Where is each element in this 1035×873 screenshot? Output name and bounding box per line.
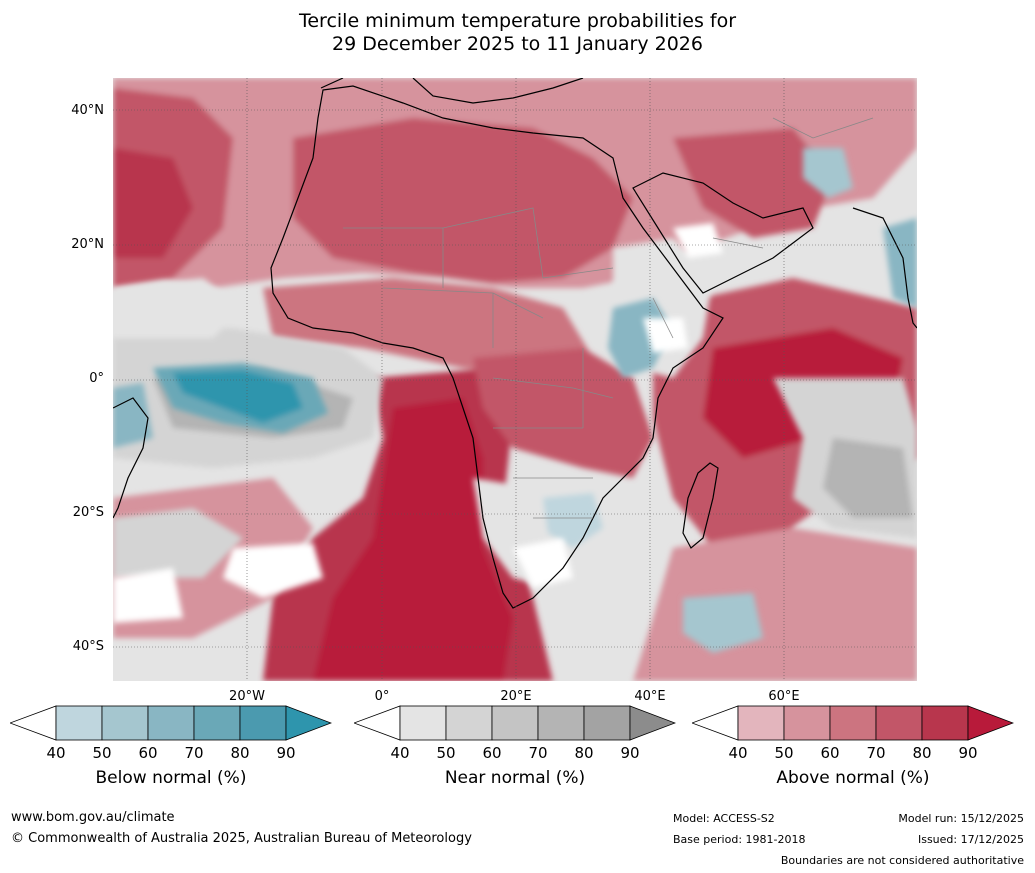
colorbar-tick-label: 80 [230, 744, 250, 762]
colorbar-tick-label: 60 [820, 744, 840, 762]
africa-coast [270, 85, 724, 609]
colorbar-tick-label: 70 [184, 744, 204, 762]
region-south-below [683, 593, 763, 653]
lat-label-20n: 20°N [71, 237, 104, 252]
colorbar-tick-label: 50 [774, 744, 794, 762]
website-link[interactable]: www.bom.gov.au/climate [11, 810, 175, 825]
colorbar-tick-label: 50 [92, 744, 112, 762]
model-text: Model: ACCESS-S2 [673, 812, 775, 825]
gridlines [113, 78, 917, 681]
region-sahara-core [293, 118, 633, 283]
colorbar-tick-label: 80 [574, 744, 594, 762]
colorbar-segment [147, 705, 195, 741]
coastlines [113, 78, 917, 609]
issued-text: Issued: 17/12/2025 [917, 833, 1024, 846]
colorbar-segment [875, 705, 923, 741]
colorbar-tick-label: 70 [866, 744, 886, 762]
colorbar-near-title: Near normal (%) [444, 768, 586, 788]
region-west-atlantic-core [113, 148, 193, 258]
colorbar-tick-label: 90 [276, 744, 296, 762]
colorbar-below-title: Below normal (%) [95, 768, 247, 788]
region-india-below [883, 218, 917, 308]
region-white-4 [113, 568, 183, 623]
madagascar-coast [682, 462, 719, 549]
chart-title: Tercile minimum temperature probabilitie… [0, 10, 1035, 56]
base-period-text: Base period: 1981-2018 [673, 833, 806, 846]
title-line-1: Tercile minimum temperature probabilitie… [298, 10, 737, 32]
colorbar-tick-label: 40 [390, 744, 410, 762]
colorbar-segment [737, 705, 785, 741]
region-west-near [113, 278, 243, 338]
lat-label-20s: 20°S [72, 505, 104, 520]
region-central-africa-above [473, 348, 653, 478]
colorbar-arrow-low [692, 705, 739, 741]
country-borders [343, 117, 874, 519]
colorbar-segment [491, 705, 539, 741]
region-white-2 [643, 318, 688, 353]
colorbar-segment [537, 705, 585, 741]
region-white-1 [223, 543, 323, 598]
region-southern-africa-below [543, 493, 603, 548]
region-white-5 [673, 223, 723, 258]
region-indian-near-core [823, 438, 913, 518]
colorbar-tick-label: 70 [528, 744, 548, 762]
colorbar-tick-label: 40 [46, 744, 66, 762]
colorbar-segment [55, 705, 103, 741]
colorbar-tick-label: 60 [138, 744, 158, 762]
lat-label-40s: 40°S [72, 639, 104, 654]
colorbar-tick-label: 40 [728, 744, 748, 762]
colorbar-segment [583, 705, 631, 741]
colorbar-arrow-high [285, 705, 332, 741]
colorbar-arrow-high [967, 705, 1014, 741]
lon-label-60e: 60°E [768, 689, 800, 704]
disclaimer-text: Boundaries are not considered authoritat… [780, 854, 1024, 867]
region-white-3 [513, 538, 573, 588]
region-mid-south-near [113, 508, 243, 578]
colorbar-tick-label: 80 [912, 744, 932, 762]
colorbar-segment [101, 705, 149, 741]
lat-label-40n: 40°N [71, 103, 104, 118]
lon-label-0: 0° [374, 689, 390, 704]
brazil-coast [113, 397, 149, 519]
arabia-coast [632, 172, 814, 294]
colorbar-segment [921, 705, 969, 741]
europe-coast [320, 78, 584, 104]
region-sahel-above [263, 278, 593, 378]
probability-map [113, 78, 917, 681]
region-south-indian-mix [633, 528, 917, 681]
colorbar-tick-label: 90 [620, 744, 640, 762]
colorbar-segment [829, 705, 877, 741]
title-line-2: 29 December 2025 to 11 January 2026 [332, 33, 703, 55]
colorbar-tick-label: 90 [958, 744, 978, 762]
copyright-text: © Commonwealth of Australia 2025, Austra… [11, 831, 472, 846]
lat-label-0: 0° [89, 371, 104, 386]
colorbar-below [10, 705, 332, 741]
lon-label-20e: 20°E [500, 689, 532, 704]
colorbar-arrow-high [629, 705, 676, 741]
colorbar-segment [783, 705, 831, 741]
colorbar-segment [445, 705, 493, 741]
colorbar-segment [193, 705, 241, 741]
region-atlantic-south-core [313, 398, 513, 681]
colorbar-near [354, 705, 676, 741]
india-coast [852, 207, 917, 329]
colorbar-segment [399, 705, 447, 741]
colorbar-above [692, 705, 1014, 741]
colorbar-arrow-low [10, 705, 57, 741]
region-arabia-below [803, 148, 853, 198]
region-atlantic-below-core [173, 370, 303, 423]
colorbar-segment [239, 705, 287, 741]
colorbar-tick-label: 50 [436, 744, 456, 762]
model-run-text: Model run: 15/12/2025 [898, 812, 1024, 825]
map-canvas [113, 78, 917, 681]
region-west-edge-below [113, 383, 153, 448]
colorbar-arrow-low [354, 705, 401, 741]
lon-label-20w: 20°W [229, 689, 265, 704]
colorbar-above-title: Above normal (%) [776, 768, 930, 788]
colorbar-tick-label: 60 [482, 744, 502, 762]
lon-label-40e: 40°E [634, 689, 666, 704]
